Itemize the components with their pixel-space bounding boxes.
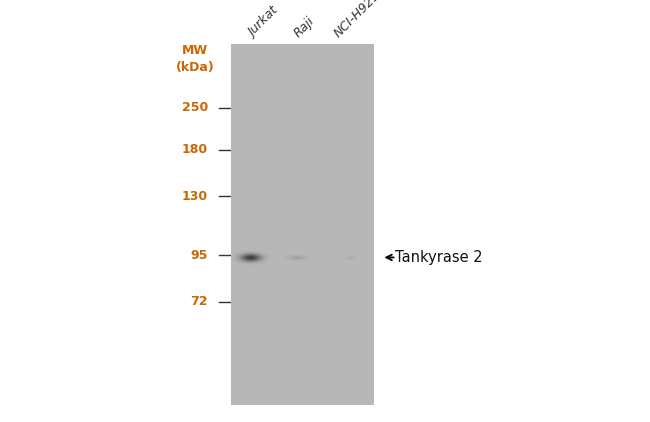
Text: Jurkat: Jurkat: [246, 5, 281, 40]
Text: 180: 180: [182, 143, 208, 156]
Text: NCI-H929: NCI-H929: [332, 0, 383, 40]
Text: 95: 95: [190, 249, 208, 262]
Text: 72: 72: [190, 295, 208, 308]
Text: 250: 250: [182, 101, 208, 114]
Text: 130: 130: [182, 190, 208, 203]
Text: MW: MW: [182, 44, 208, 57]
Text: Tankyrase 2: Tankyrase 2: [395, 250, 482, 265]
Text: (kDa): (kDa): [176, 61, 214, 74]
Text: Raji: Raji: [291, 14, 317, 40]
